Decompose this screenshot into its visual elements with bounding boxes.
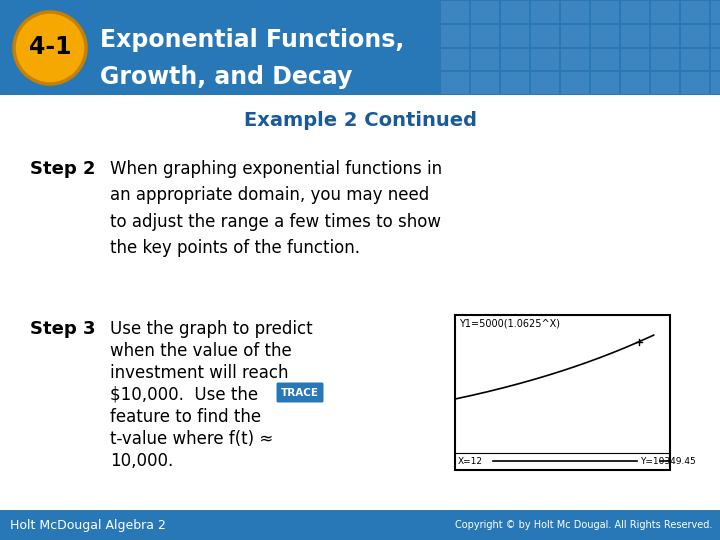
FancyBboxPatch shape xyxy=(501,49,529,70)
Text: investment will reach: investment will reach xyxy=(110,364,289,382)
FancyBboxPatch shape xyxy=(501,1,529,23)
FancyBboxPatch shape xyxy=(591,25,619,46)
Text: X=12: X=12 xyxy=(458,456,483,465)
FancyBboxPatch shape xyxy=(455,315,670,470)
Text: Step 3: Step 3 xyxy=(30,320,96,338)
Text: Exponential Functions,: Exponential Functions, xyxy=(100,28,404,52)
FancyBboxPatch shape xyxy=(561,72,589,94)
FancyBboxPatch shape xyxy=(531,1,559,23)
FancyBboxPatch shape xyxy=(711,1,720,23)
FancyBboxPatch shape xyxy=(561,49,589,70)
Text: Growth, and Decay: Growth, and Decay xyxy=(100,65,352,89)
FancyBboxPatch shape xyxy=(471,25,499,46)
Text: Use the graph to predict: Use the graph to predict xyxy=(110,320,312,338)
Circle shape xyxy=(14,12,86,84)
Text: Example 2 Continued: Example 2 Continued xyxy=(243,111,477,130)
FancyBboxPatch shape xyxy=(681,72,709,94)
FancyBboxPatch shape xyxy=(0,0,720,95)
Text: 10,000.: 10,000. xyxy=(110,452,174,470)
FancyBboxPatch shape xyxy=(621,1,649,23)
FancyBboxPatch shape xyxy=(621,72,649,94)
FancyBboxPatch shape xyxy=(591,1,619,23)
Text: Y1=5000(1.0625^X): Y1=5000(1.0625^X) xyxy=(459,319,560,329)
Text: Step 2: Step 2 xyxy=(30,160,96,178)
FancyBboxPatch shape xyxy=(441,25,469,46)
FancyBboxPatch shape xyxy=(471,49,499,70)
FancyBboxPatch shape xyxy=(681,1,709,23)
FancyBboxPatch shape xyxy=(0,510,720,540)
FancyBboxPatch shape xyxy=(681,25,709,46)
Text: t-value where f(t) ≈: t-value where f(t) ≈ xyxy=(110,430,274,448)
FancyBboxPatch shape xyxy=(441,1,469,23)
FancyBboxPatch shape xyxy=(471,72,499,94)
FancyBboxPatch shape xyxy=(561,1,589,23)
FancyBboxPatch shape xyxy=(711,49,720,70)
Text: Y=10349.45: Y=10349.45 xyxy=(641,456,696,465)
Text: TRACE: TRACE xyxy=(281,388,319,397)
FancyBboxPatch shape xyxy=(561,25,589,46)
FancyBboxPatch shape xyxy=(651,72,679,94)
Text: When graphing exponential functions in
an appropriate domain, you may need
to ad: When graphing exponential functions in a… xyxy=(110,160,442,257)
FancyBboxPatch shape xyxy=(501,25,529,46)
Text: 4-1: 4-1 xyxy=(29,35,71,59)
FancyBboxPatch shape xyxy=(276,382,323,402)
FancyBboxPatch shape xyxy=(681,49,709,70)
FancyBboxPatch shape xyxy=(711,25,720,46)
FancyBboxPatch shape xyxy=(591,49,619,70)
FancyBboxPatch shape xyxy=(441,72,469,94)
FancyBboxPatch shape xyxy=(531,25,559,46)
FancyBboxPatch shape xyxy=(471,1,499,23)
Text: Copyright © by Holt Mc Dougal. All Rights Reserved.: Copyright © by Holt Mc Dougal. All Right… xyxy=(454,520,712,530)
FancyBboxPatch shape xyxy=(711,72,720,94)
FancyBboxPatch shape xyxy=(621,49,649,70)
FancyBboxPatch shape xyxy=(621,25,649,46)
Text: $10,000.  Use the: $10,000. Use the xyxy=(110,386,258,404)
FancyBboxPatch shape xyxy=(531,49,559,70)
FancyBboxPatch shape xyxy=(651,25,679,46)
FancyBboxPatch shape xyxy=(531,72,559,94)
FancyBboxPatch shape xyxy=(501,72,529,94)
FancyBboxPatch shape xyxy=(441,49,469,70)
Text: feature to find the: feature to find the xyxy=(110,408,261,426)
FancyBboxPatch shape xyxy=(651,49,679,70)
Text: Holt McDougal Algebra 2: Holt McDougal Algebra 2 xyxy=(10,518,166,531)
FancyBboxPatch shape xyxy=(651,1,679,23)
FancyBboxPatch shape xyxy=(591,72,619,94)
Text: when the value of the: when the value of the xyxy=(110,342,292,360)
